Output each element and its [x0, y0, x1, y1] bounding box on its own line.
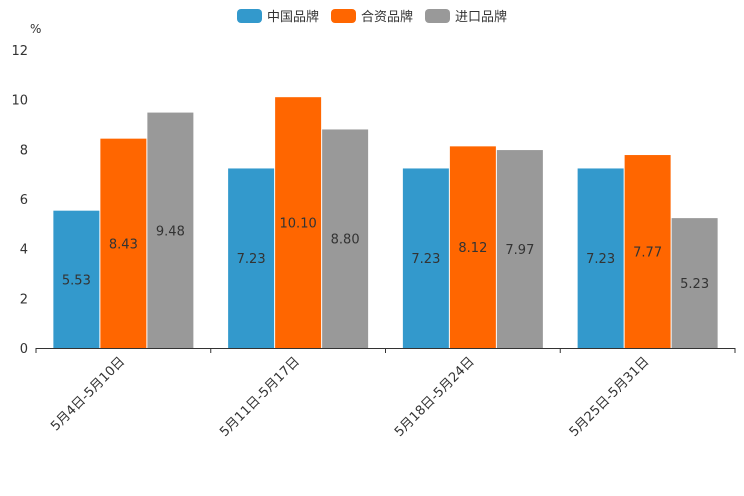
bar [449, 146, 496, 348]
bar [147, 112, 194, 348]
y-tick-label: 2 [20, 292, 28, 307]
bar-value-label: 7.23 [411, 252, 440, 267]
bar [100, 138, 147, 348]
bar [322, 129, 369, 348]
bar-value-label: 8.80 [331, 233, 360, 248]
y-tick-label: 0 [20, 342, 28, 357]
x-tick-label: 5月4日-5月10日 [48, 354, 128, 434]
legend-item-china[interactable]: 中国品牌 [236, 6, 319, 25]
bar [228, 168, 275, 348]
bar [496, 150, 543, 348]
y-tick-label: 6 [20, 193, 28, 208]
bar-value-label: 10.10 [280, 217, 317, 232]
bar-value-label: 8.12 [458, 241, 487, 256]
x-tick-label: 5月18日-5月24日 [392, 354, 478, 440]
legend-label-import: 进口品牌 [455, 10, 508, 25]
legend-item-joint[interactable]: 合资品牌 [330, 6, 413, 25]
bar-value-label: 5.23 [680, 277, 709, 292]
y-tick-label: 10 [11, 94, 28, 109]
bar-value-label: 7.77 [633, 246, 662, 261]
y-tick-label: 8 [20, 143, 28, 158]
legend: 中国品牌 合资品牌 进口品牌 [0, 6, 744, 25]
bar-value-label: 7.23 [237, 252, 266, 267]
bar-value-label: 8.43 [109, 237, 138, 252]
x-tick-label: 5月11日-5月17日 [217, 354, 303, 440]
bar [402, 168, 449, 348]
y-tick-label: 4 [20, 243, 28, 258]
bar-value-label: 7.97 [505, 243, 534, 258]
bar [275, 97, 322, 348]
legend-swatch-joint [330, 8, 356, 23]
bar-value-label: 9.48 [156, 224, 185, 239]
legend-swatch-import [425, 8, 450, 23]
bar [671, 218, 718, 348]
bar-value-label: 7.23 [586, 252, 615, 267]
bar [53, 210, 100, 348]
legend-item-import[interactable]: 进口品牌 [425, 6, 507, 25]
legend-label-joint: 合资品牌 [360, 10, 413, 25]
legend-swatch-china [236, 8, 262, 23]
y-tick-label: 12 [11, 44, 28, 59]
x-tick-label: 5月25日-5月31日 [567, 354, 653, 440]
bar [624, 155, 671, 348]
bar [577, 168, 624, 348]
legend-label-china: 中国品牌 [266, 10, 319, 25]
bar-value-label: 5.53 [62, 273, 91, 288]
y-axis-unit-label: % [30, 22, 41, 36]
